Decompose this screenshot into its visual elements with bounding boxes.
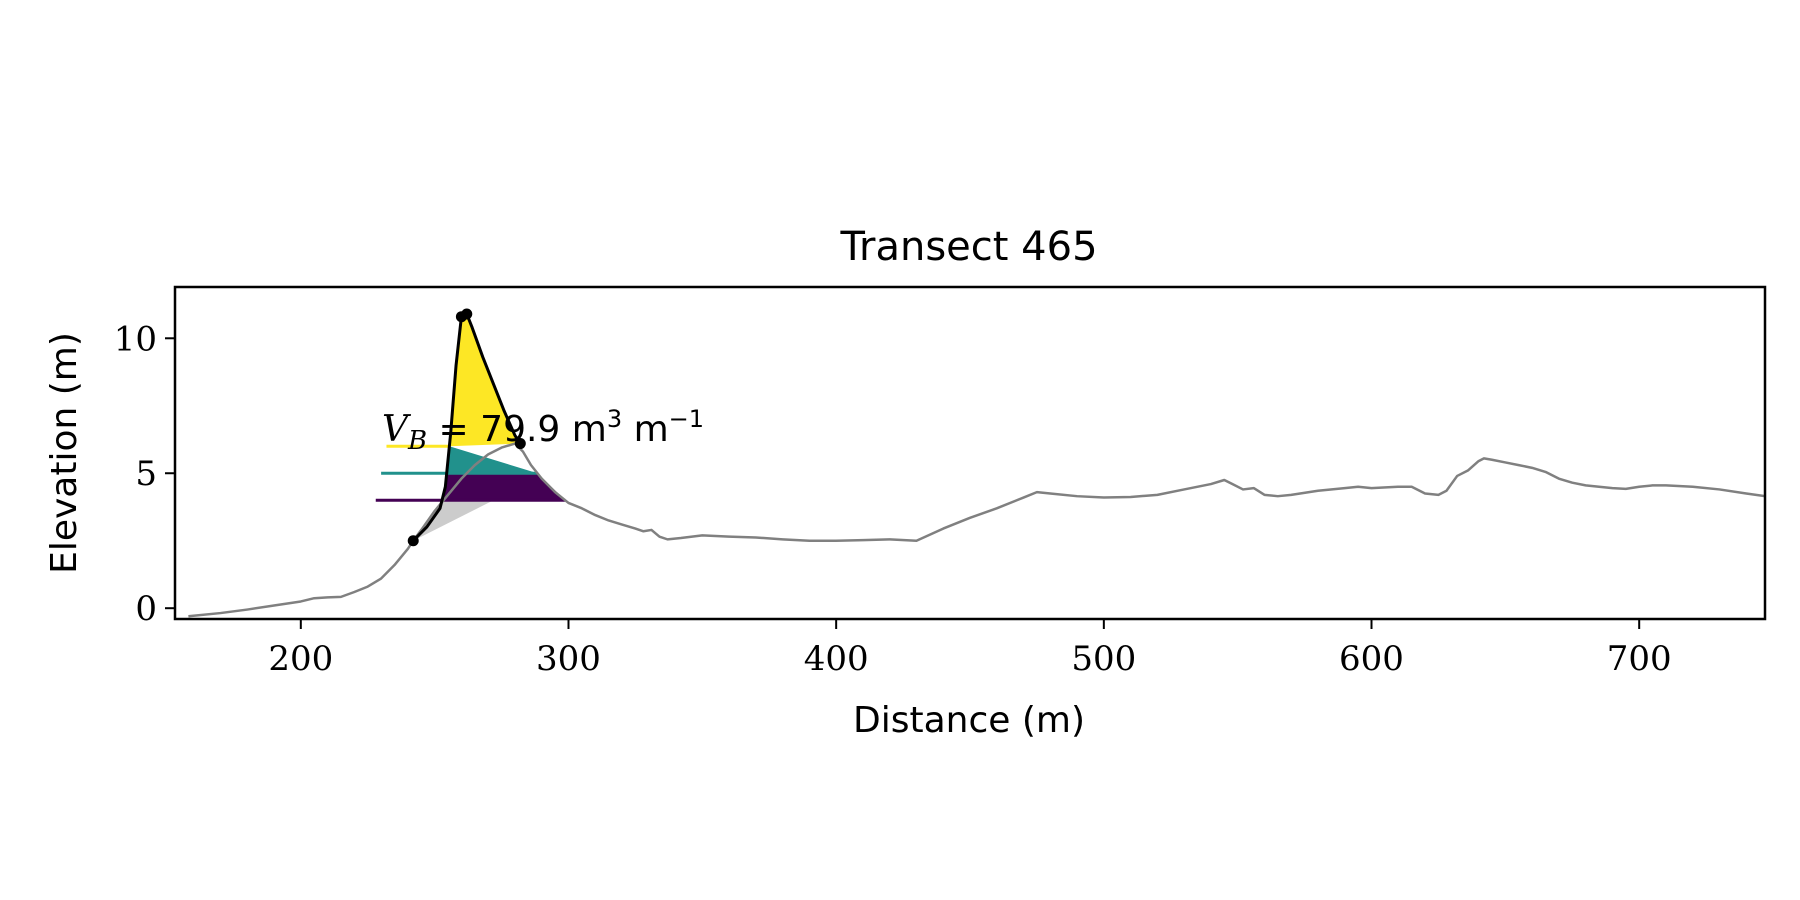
profile-line (188, 442, 1765, 618)
shaded-base-region (413, 500, 494, 541)
y-tick-label-10: 10 (114, 319, 157, 359)
chart-title: Transect 465 (839, 224, 1097, 270)
volume-band-2 (446, 446, 538, 474)
x-axis-label: Distance (m) (853, 700, 1085, 741)
x-tick-label-700: 700 (1607, 639, 1672, 679)
key-point-4 (514, 438, 526, 450)
x-tick-label-200: 200 (268, 639, 333, 679)
volume-band-lowest (442, 473, 566, 501)
plot-frame (173, 285, 1767, 621)
y-axis-label: Elevation (m) (44, 332, 85, 574)
volume-annotation: VB = 79.9 m3 m−1 (382, 405, 704, 456)
y-axis: 0 5 10 (114, 319, 175, 629)
x-tick-label-500: 500 (1071, 639, 1136, 679)
key-point-3 (461, 308, 473, 320)
y-tick-label-5: 5 (135, 454, 157, 494)
volume-band-1 (449, 313, 521, 447)
x-tick-label-600: 600 (1339, 639, 1404, 679)
plot-area (188, 308, 1765, 618)
x-tick-label-300: 300 (536, 639, 601, 679)
x-axis: 200 300 400 500 600 700 (268, 619, 1672, 679)
x-tick-label-400: 400 (804, 639, 869, 679)
key-point-1 (407, 535, 419, 547)
y-tick-label-0: 0 (135, 589, 157, 629)
